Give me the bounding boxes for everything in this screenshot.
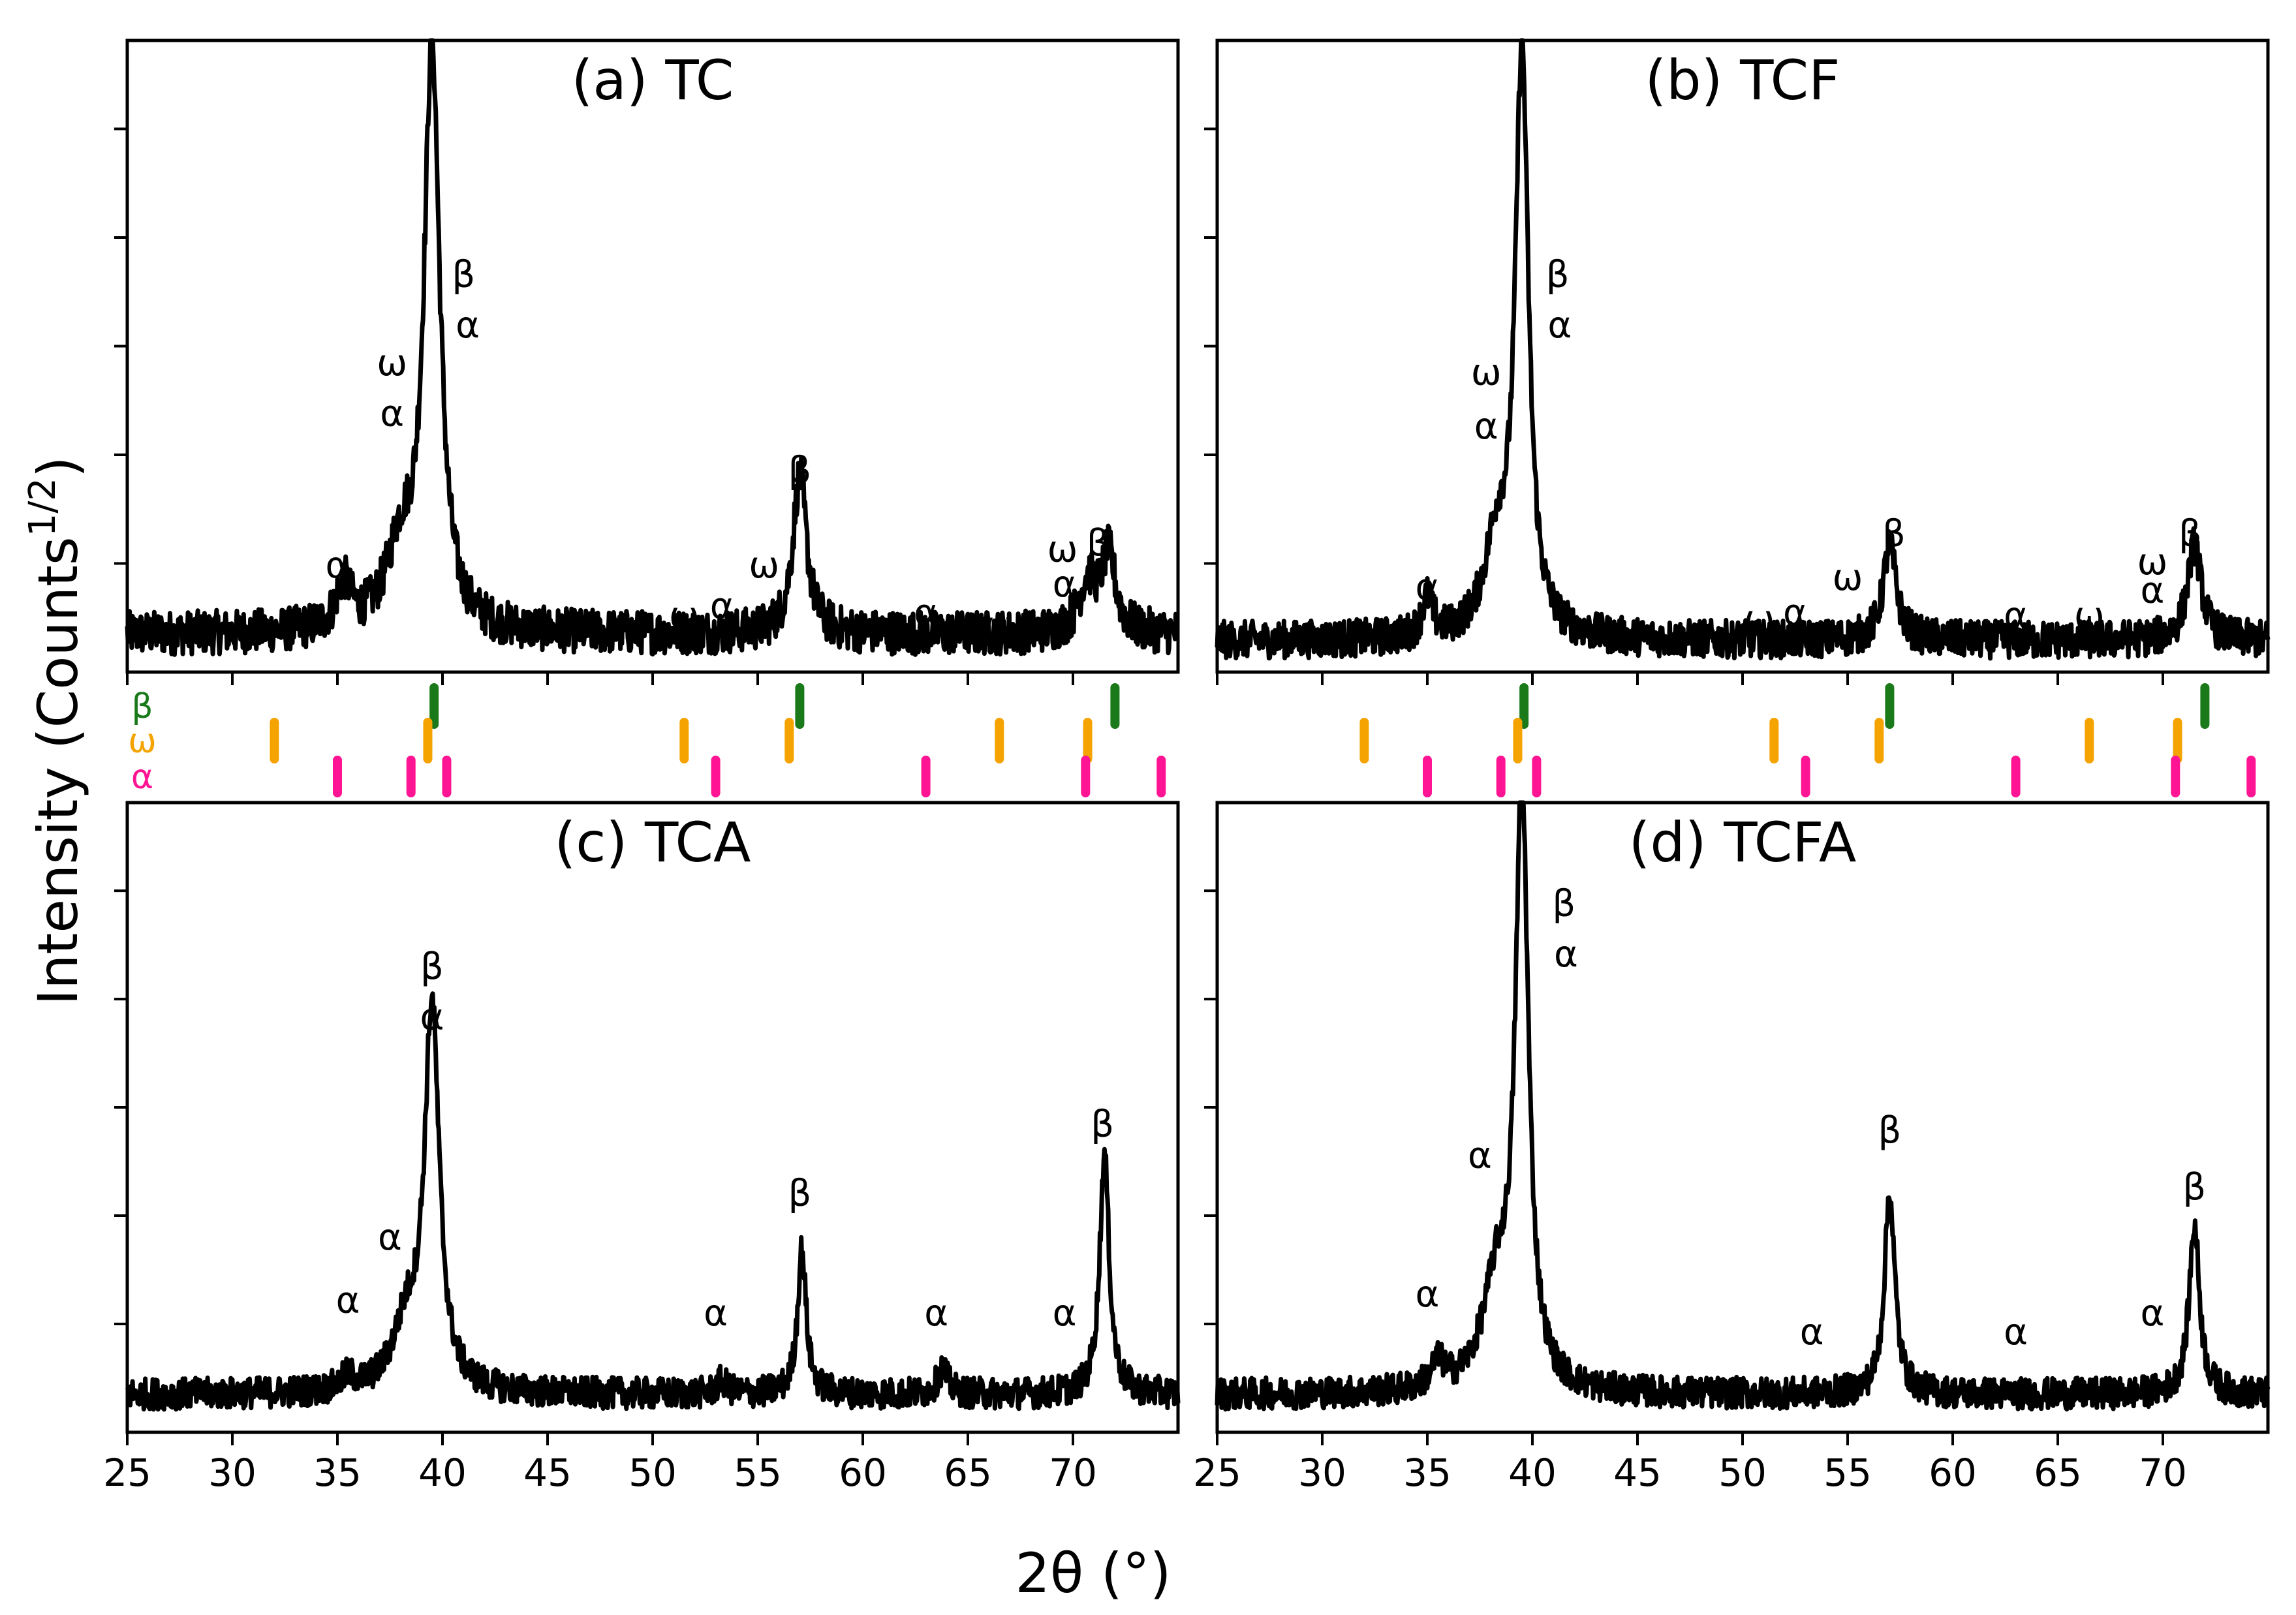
peak-label: α xyxy=(2004,1311,2028,1353)
peak-label: α xyxy=(326,544,350,587)
panel-title: (a) TC xyxy=(572,48,734,112)
peak-label: β xyxy=(1882,512,1906,555)
peak-label: ω xyxy=(1744,598,1775,640)
x-tick-label: 40 xyxy=(1508,1451,1557,1495)
x-tick-label: 50 xyxy=(628,1451,677,1495)
plot-frame xyxy=(125,38,1180,674)
peak-label: α xyxy=(1468,1135,1492,1177)
x-tick-label: 25 xyxy=(103,1451,151,1495)
peak-label: ω xyxy=(2137,541,2167,583)
panel-title: (c) TCA xyxy=(555,810,751,874)
peak-label: ω xyxy=(984,604,1015,647)
peak-label: ω xyxy=(669,594,700,637)
peak-label: β xyxy=(1878,1109,1902,1152)
panel-title: (b) TCF xyxy=(1645,48,1840,112)
peak-label: α xyxy=(2140,1292,2164,1334)
plot-frame xyxy=(1215,38,2270,674)
peak-label: β xyxy=(788,450,812,492)
peak-label: α xyxy=(2004,594,2028,637)
x-tick-label: 55 xyxy=(1823,1451,1872,1495)
phase-letter: α xyxy=(131,758,153,797)
peak-label: α xyxy=(336,1280,360,1322)
panel-title: (d) TCFA xyxy=(1629,810,1857,874)
peak-label: β xyxy=(788,1173,812,1215)
x-tick-label: 35 xyxy=(1403,1451,1451,1495)
x-tick-label: 70 xyxy=(1049,1451,1097,1495)
x-tick-label: 45 xyxy=(523,1451,572,1495)
peak-label: ω xyxy=(377,342,407,384)
peak-label: α xyxy=(1053,1292,1077,1334)
x-axis-label: 2θ (°) xyxy=(1015,1541,1171,1605)
peak-label: α xyxy=(1053,563,1077,606)
peak-label: α xyxy=(704,1292,728,1334)
phase-letter: β xyxy=(131,687,153,726)
x-tick-label: 70 xyxy=(2139,1451,2187,1495)
phase-letter: ω xyxy=(128,722,157,761)
xrd-trace xyxy=(125,991,1181,1412)
peak-label: β xyxy=(1546,254,1570,296)
peak-label: β xyxy=(2179,512,2202,555)
x-tick-label: 60 xyxy=(1929,1451,1977,1495)
peak-label: ω xyxy=(749,544,779,587)
peak-label: ω xyxy=(1471,352,1502,394)
peak-label: α xyxy=(420,996,444,1038)
peak-label: ω xyxy=(1833,557,1863,599)
peak-label: β xyxy=(1091,1103,1114,1145)
peak-label: α xyxy=(924,1292,948,1334)
peak-label: α xyxy=(2140,570,2164,612)
peak-label: β xyxy=(2182,1166,2206,1208)
x-tick-label: 65 xyxy=(2034,1451,2082,1495)
x-tick-label: 50 xyxy=(1718,1451,1767,1495)
x-tick-label: 35 xyxy=(313,1451,362,1495)
xrd-trace xyxy=(125,38,1180,657)
x-tick-label: 25 xyxy=(1193,1451,1241,1495)
xrd-trace xyxy=(1215,800,2271,1412)
reference-ticks-left: βωα xyxy=(128,683,1166,797)
peak-label: α xyxy=(1474,405,1498,448)
peak-label: ω xyxy=(1047,529,1078,571)
peak-label: α xyxy=(1416,1273,1440,1315)
plot-frame xyxy=(125,801,1180,1434)
x-tick-label: 55 xyxy=(734,1451,782,1495)
peak-label: β xyxy=(420,946,444,988)
peak-label: α xyxy=(1554,933,1578,976)
reference-ticks-right xyxy=(1359,683,2256,797)
peak-label: α xyxy=(378,1216,402,1259)
peak-label: β xyxy=(1552,883,1575,925)
peak-label: α xyxy=(380,392,404,435)
x-tick-label: 45 xyxy=(1613,1451,1662,1495)
x-tick-label: 30 xyxy=(208,1451,256,1495)
peak-label: α xyxy=(1547,304,1572,346)
y-axis-label: Intensity (Counts1/2) xyxy=(22,456,90,1005)
peak-label: α xyxy=(1416,566,1440,609)
x-tick-label: 65 xyxy=(944,1451,992,1495)
peak-label: α xyxy=(1800,1311,1824,1353)
peak-label: β xyxy=(1087,522,1110,564)
x-tick-label: 60 xyxy=(839,1451,887,1495)
x-tick-label: 30 xyxy=(1298,1451,1346,1495)
peak-label: ω xyxy=(2074,594,2105,637)
x-tick-label: 40 xyxy=(418,1451,467,1495)
peak-label: α xyxy=(914,591,938,634)
peak-label: α xyxy=(1783,591,1807,634)
xrd-trace xyxy=(1215,38,2271,661)
plot-frame xyxy=(1215,801,2270,1434)
peak-label: α xyxy=(456,304,480,346)
peak-label: β xyxy=(452,254,475,296)
peak-label: α xyxy=(710,585,734,628)
